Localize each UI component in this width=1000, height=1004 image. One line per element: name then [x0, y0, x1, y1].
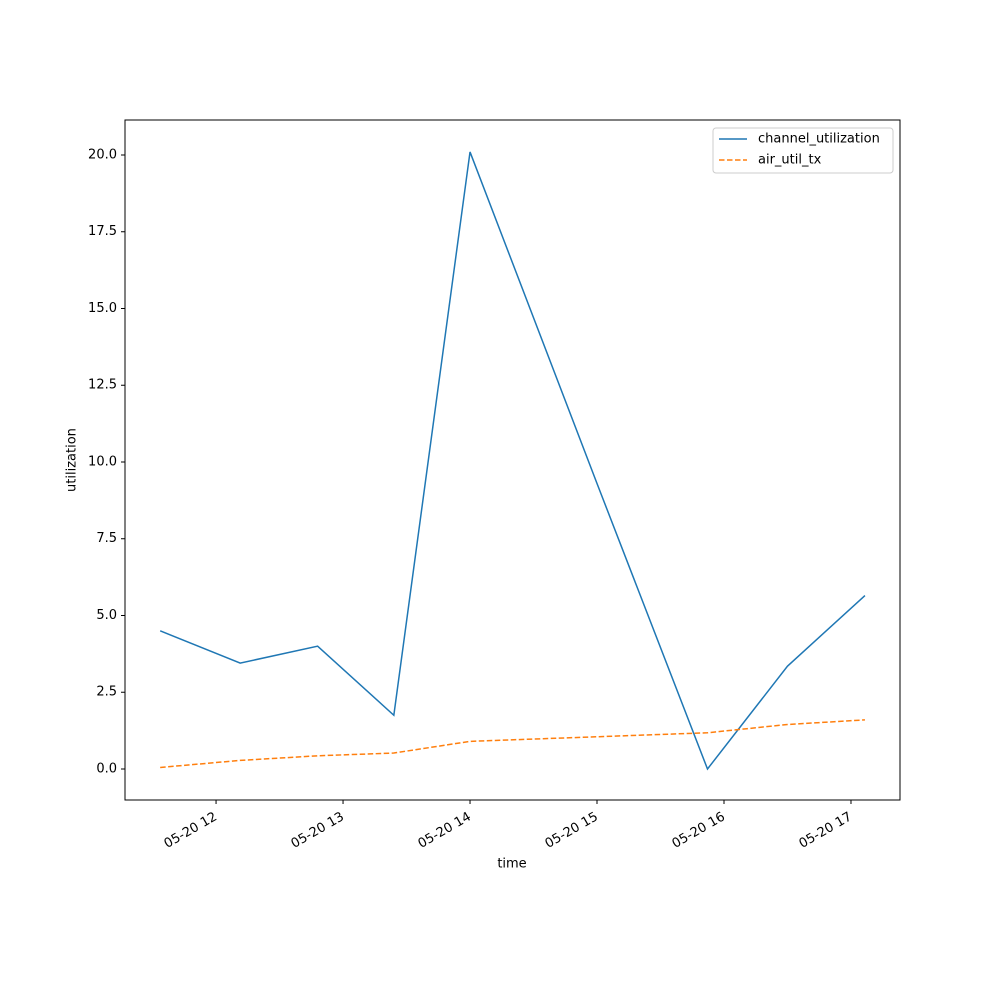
x-tick-label: 05-20 12	[162, 810, 220, 852]
y-tick-label: 17.5	[88, 224, 117, 239]
y-tick-label: 5.0	[96, 608, 117, 623]
x-tick-label: 05-20 13	[289, 810, 347, 852]
x-tick-label: 05-20 15	[543, 810, 601, 852]
legend-label: air_util_tx	[758, 153, 822, 168]
y-tick-label: 20.0	[88, 147, 117, 162]
x-tick-label: 05-20 14	[416, 810, 474, 852]
y-tick-label: 2.5	[96, 685, 117, 700]
y-tick-label: 10.0	[88, 454, 117, 469]
y-axis-label: utilization	[65, 428, 80, 492]
legend-label: channel_utilization	[758, 132, 880, 147]
series-line	[160, 719, 865, 769]
x-tick-label: 05-20 16	[670, 810, 728, 852]
y-tick-label: 12.5	[88, 378, 117, 393]
plot-frame	[124, 119, 901, 801]
y-tick-label: 7.5	[96, 531, 117, 546]
x-tick-label: 05-20 17	[797, 810, 855, 852]
y-tick-label: 0.0	[96, 761, 117, 776]
series-line	[159, 151, 866, 771]
x-axis-label: time	[497, 857, 526, 872]
y-tick-label: 15.0	[88, 301, 117, 316]
legend-box	[712, 127, 894, 174]
